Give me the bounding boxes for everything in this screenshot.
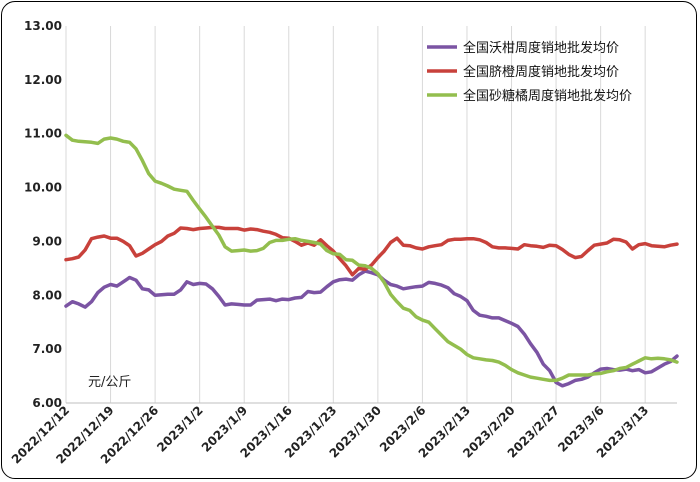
y-tick-label: 11.00 — [24, 127, 62, 141]
series-line-1 — [64, 225, 679, 277]
y-tick-label: 9.00 — [32, 234, 62, 248]
y-tick-label: 8.00 — [32, 288, 62, 302]
legend-label-0: 全国沃柑周度销地批发均价 — [463, 40, 619, 56]
x-tick-label: 2023/1/2 — [154, 403, 206, 455]
y-tick-label: 12.00 — [24, 73, 62, 87]
series-line-0 — [64, 269, 679, 388]
series-line-2 — [64, 133, 679, 383]
y-tick-label: 6.00 — [32, 396, 62, 410]
y-tick-labels: 6.00 7.00 8.00 9.00 10.00 11.00 12.00 13.00 — [24, 19, 62, 410]
y-tick-label: 13.00 — [24, 19, 62, 33]
y-tick-label: 10.00 — [24, 181, 62, 195]
x-tick-labels: 2022/12/122022/12/192022/12/262023/1/220… — [9, 403, 652, 466]
grid — [65, 26, 646, 403]
y-tick-label: 7.00 — [32, 342, 62, 356]
unit-label: 元/公斤 — [88, 375, 131, 390]
legend-label-2: 全国砂糖橘周度销地批发均价 — [463, 88, 632, 104]
legend-label-1: 全国脐橙周度销地批发均价 — [463, 64, 619, 80]
series-lines — [64, 133, 679, 388]
